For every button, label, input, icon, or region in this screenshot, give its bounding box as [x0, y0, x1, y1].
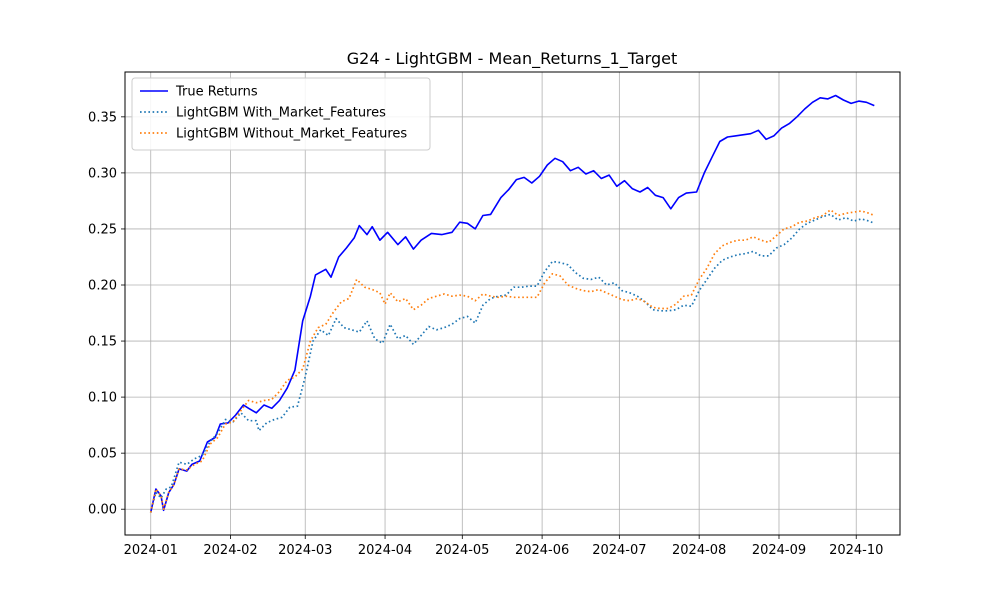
x-tick-label: 2024-07: [592, 543, 646, 558]
legend-box: [131, 77, 431, 151]
legend: True Returns LightGBM With_Market_Feature…: [131, 77, 431, 151]
y-tick-label: 0.15: [88, 335, 117, 350]
y-tick-label: 0.30: [88, 166, 117, 181]
chart-title: G24 - LightGBM - Mean_Returns_1_Target: [347, 49, 677, 69]
y-tick-label: 0.10: [88, 391, 117, 406]
x-tick-label: 2024-05: [435, 543, 489, 558]
x-tick-label: 2024-02: [203, 543, 257, 558]
x-tick-label: 2024-10: [829, 543, 883, 558]
x-tick-label: 2024-04: [358, 543, 412, 558]
legend-label: LightGBM With_Market_Features: [176, 106, 386, 121]
legend-label: LightGBM Without_Market_Features: [176, 127, 407, 142]
y-tick-label: 0.00: [88, 503, 117, 518]
y-tick-label: 0.35: [88, 110, 117, 125]
series-line-without-market-features: [149, 209, 875, 513]
axis-ticks: 2024-01 2024-02 2024-03 2024-04 2024-05 2024-…: [88, 110, 883, 558]
series-line-true-returns: [149, 94, 875, 513]
plot-frame: [124, 71, 901, 536]
grid: [125, 72, 900, 535]
legend-label: True Returns: [175, 85, 258, 100]
y-tick-label: 0.25: [88, 222, 117, 237]
y-tick-label: 0.05: [88, 447, 117, 462]
x-tick-label: 2024-09: [752, 543, 806, 558]
x-tick-label: 2024-03: [278, 543, 332, 558]
series-line-with-market-features: [149, 213, 875, 513]
y-tick-label: 0.20: [88, 279, 117, 294]
x-tick-label: 2024-01: [124, 543, 178, 558]
x-tick-label: 2024-06: [515, 543, 569, 558]
series-lines: [149, 94, 875, 513]
x-tick-label: 2024-08: [672, 543, 726, 558]
